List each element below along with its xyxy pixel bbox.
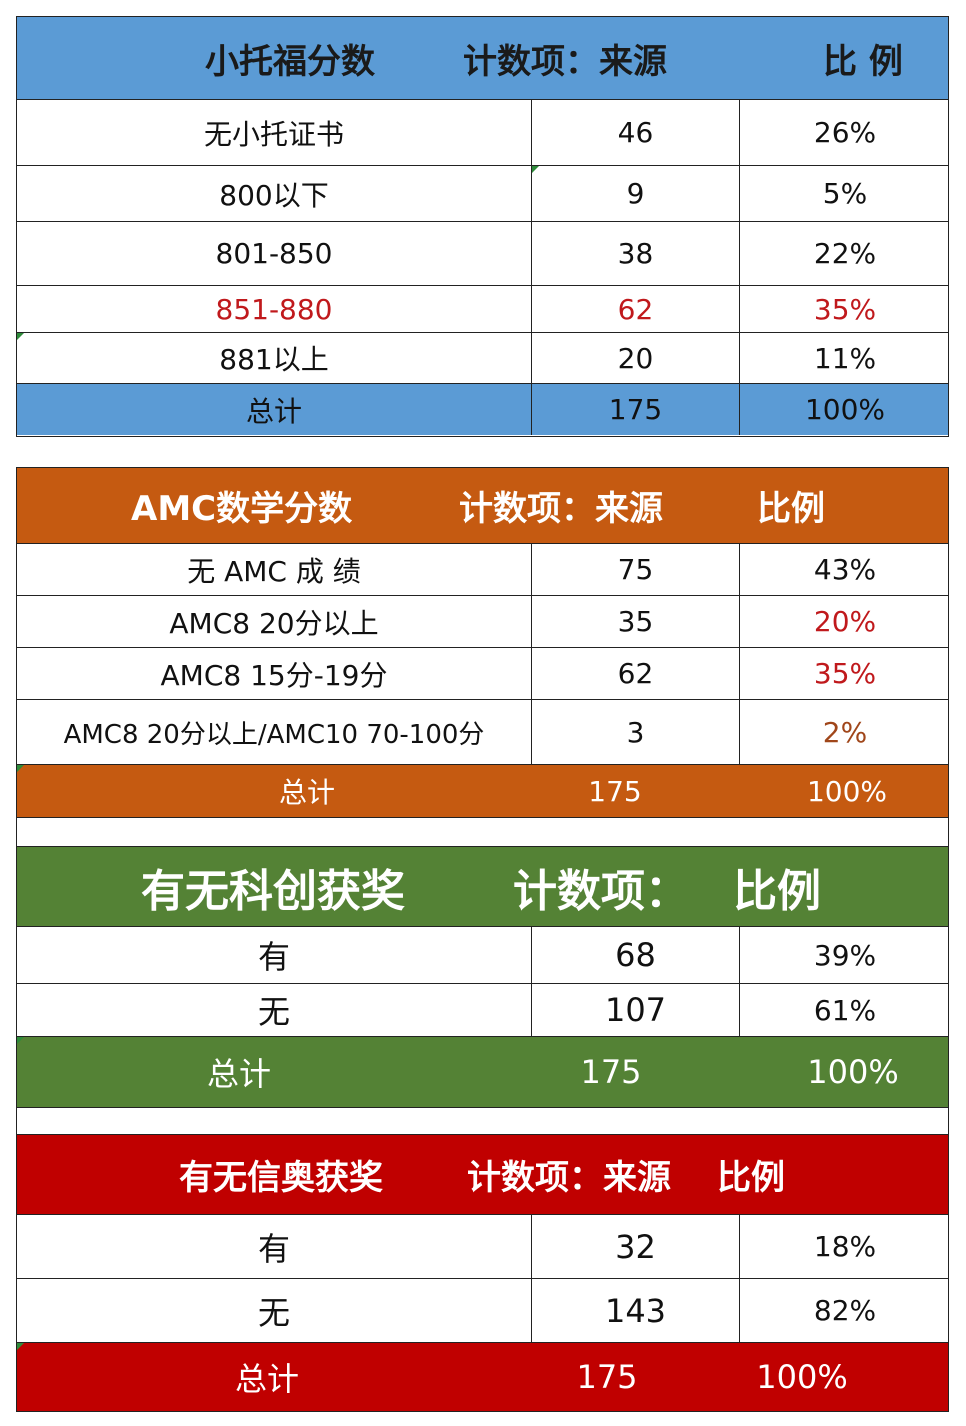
table-row: AMC8 20分以上 35 20% [17, 596, 948, 648]
row-ratio: 11% [813, 341, 877, 375]
table-row: 有 68 39% [17, 927, 948, 984]
informatics-table: 有无信奥获奖 计数项：来源 比例 有 32 18% 无 143 82% 总计 1… [16, 1134, 949, 1412]
amc-total-row: 总计 175 100% [17, 765, 948, 817]
row-label: 800以下 [17, 166, 532, 221]
table-row: 无小托证书 46 26% [17, 100, 948, 166]
row-count: 107 [532, 984, 740, 1036]
row-count: 62 [532, 286, 740, 332]
row-ratio: 61% [813, 993, 877, 1027]
total-label: 总计 [17, 384, 532, 435]
toefl-header-count: 计数项：来源 [463, 41, 667, 82]
row-ratio: 43% [813, 553, 877, 586]
total-count: 175 [580, 1053, 642, 1091]
row-label: 无小托证书 [17, 100, 532, 165]
informatics-header-title: 有无信奥获奖 [179, 1158, 383, 1198]
row-ratio: 26% [813, 116, 877, 149]
cell-marker [17, 765, 24, 772]
toefl-header-score: 小托福分数 [205, 41, 375, 82]
total-label: 总计 [206, 1055, 271, 1093]
row-label: AMC8 20分以上 [17, 596, 532, 647]
total-label: 总计 [234, 1360, 299, 1398]
row-count: 143 [532, 1279, 740, 1342]
science-header-title: 有无科创获奖 [141, 865, 405, 917]
total-label: 总计 [278, 776, 335, 809]
table-row: AMC8 15分-19分 62 35% [17, 648, 948, 700]
table-row: 881以上 20 11% [17, 333, 948, 384]
toefl-header-ratio: 比 例 [823, 41, 903, 82]
row-label: AMC8 20分以上/AMC10 70-100分 [17, 700, 532, 764]
row-ratio: 20% [813, 605, 877, 638]
science-header: 有无科创获奖 计数项： 比例 [17, 847, 948, 927]
science-header-ratio: 比例 [733, 865, 821, 917]
row-label: 881以上 [17, 333, 532, 383]
informatics-header-ratio: 比例 [717, 1158, 785, 1198]
table-spacer [16, 818, 949, 846]
row-label: 无 AMC 成 绩 [17, 544, 532, 595]
row-ratio: 22% [813, 237, 877, 270]
toefl-header: 小托福分数 计数项：来源 比 例 [17, 17, 948, 100]
row-count: 46 [532, 100, 740, 165]
table-row: 851-880 62 35% [17, 286, 948, 333]
total-count: 175 [576, 1358, 638, 1396]
table-row: 801-850 38 22% [17, 222, 948, 286]
row-count: 75 [532, 544, 740, 595]
row-label: 851-880 [17, 286, 532, 332]
cell-marker [17, 333, 24, 340]
row-count: 3 [532, 700, 740, 764]
row-ratio: 35% [813, 657, 877, 690]
row-label: 无 [17, 984, 532, 1036]
row-label: 801-850 [17, 222, 532, 285]
row-count: 35 [532, 596, 740, 647]
amc-header-ratio: 比例 [757, 489, 825, 529]
row-count: 62 [532, 648, 740, 699]
row-count: 20 [532, 333, 740, 383]
table-row: 有 32 18% [17, 1215, 948, 1279]
row-ratio: 5% [822, 177, 868, 210]
table-spacer [16, 1108, 949, 1134]
informatics-header-count: 计数项：来源 [467, 1158, 671, 1198]
row-label: AMC8 15分-19分 [17, 648, 532, 699]
total-ratio: 100% [756, 1358, 848, 1396]
informatics-total-row: 总计 175 100% [17, 1343, 948, 1411]
total-ratio: 100% [806, 774, 888, 808]
table-row: AMC8 20分以上/AMC10 70-100分 3 2% [17, 700, 948, 765]
row-label: 有 [17, 1215, 532, 1278]
row-count: 38 [532, 222, 740, 285]
cell-marker [532, 166, 539, 173]
toefl-table: 小托福分数 计数项：来源 比 例 无小托证书 46 26% 800以下 9 5%… [16, 16, 949, 437]
total-ratio: 100% [807, 1053, 899, 1091]
science-header-count: 计数项： [513, 865, 689, 917]
informatics-header: 有无信奥获奖 计数项：来源 比例 [17, 1135, 948, 1215]
total-ratio: 100% [804, 393, 886, 426]
table-row: 800以下 9 5% [17, 166, 948, 222]
amc-header-count: 计数项：来源 [459, 489, 663, 529]
row-ratio: 2% [822, 715, 868, 749]
total-count: 175 [588, 774, 642, 808]
science-total-row: 总计 175 100% [17, 1037, 948, 1107]
row-count: 68 [532, 927, 740, 983]
amc-table: AMC数学分数 计数项：来源 比例 无 AMC 成 绩 75 43% AMC8 … [16, 467, 949, 818]
total-count: 175 [532, 384, 740, 435]
amc-header-score: AMC数学分数 [131, 489, 353, 529]
row-count: 32 [532, 1215, 740, 1278]
table-row: 无 AMC 成 绩 75 43% [17, 544, 948, 596]
table-row: 无 107 61% [17, 984, 948, 1037]
row-count: 9 [532, 166, 740, 221]
amc-header: AMC数学分数 计数项：来源 比例 [17, 468, 948, 544]
cell-marker [17, 1343, 24, 1350]
row-ratio: 35% [813, 292, 877, 326]
row-label: 有 [17, 927, 532, 983]
cell-marker [17, 1037, 24, 1044]
toefl-total-row: 总计 175 100% [17, 384, 948, 435]
table-row: 无 143 82% [17, 1279, 948, 1343]
row-ratio: 18% [813, 1230, 877, 1263]
row-ratio: 39% [813, 938, 877, 972]
row-ratio: 82% [813, 1294, 877, 1327]
science-table: 有无科创获奖 计数项： 比例 有 68 39% 无 107 61% 总计 175… [16, 846, 949, 1108]
row-label: 无 [17, 1279, 532, 1342]
